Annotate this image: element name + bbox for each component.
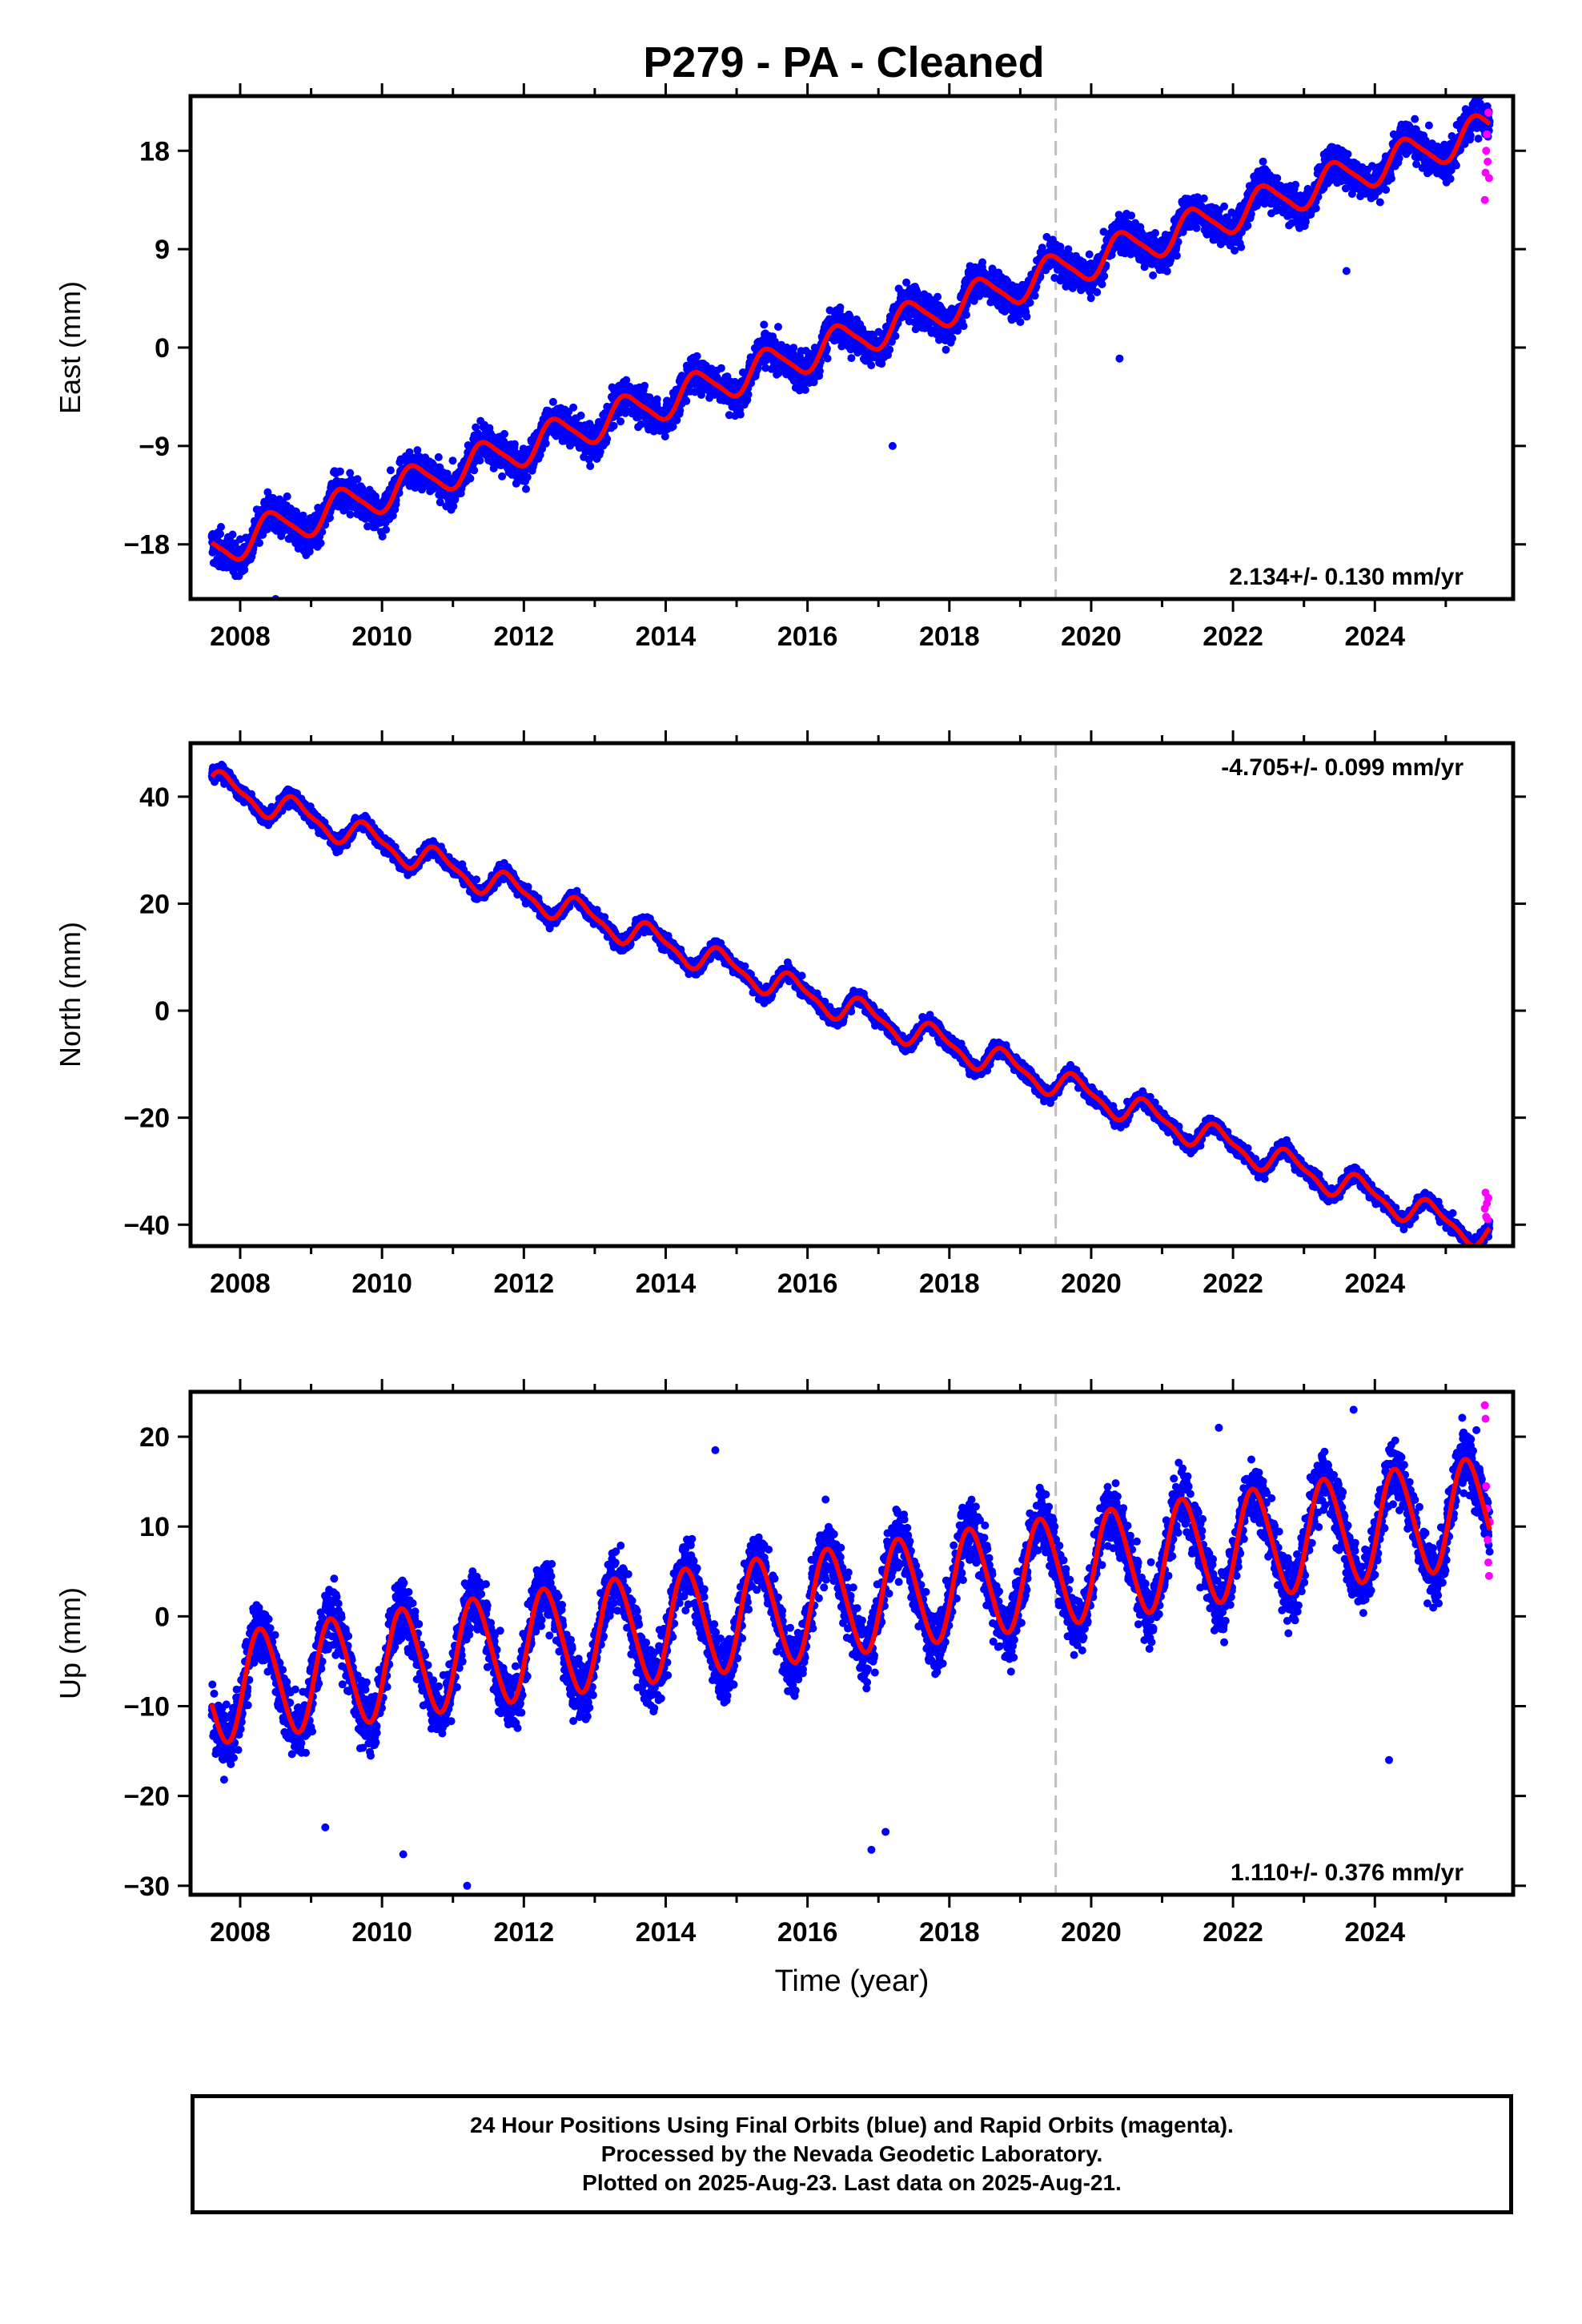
- final-point: [717, 364, 725, 372]
- final-point: [1093, 287, 1102, 296]
- final-point: [1151, 229, 1159, 237]
- final-point: [316, 539, 325, 548]
- final-point: [760, 320, 769, 329]
- final-point: [693, 352, 701, 360]
- final-point: [548, 397, 557, 406]
- final-point: [1237, 243, 1246, 251]
- final-point: [434, 452, 443, 461]
- final-point: [1273, 174, 1282, 183]
- final-point: [1243, 221, 1252, 230]
- final-point: [1086, 294, 1095, 303]
- final-point: [216, 529, 224, 538]
- final-point: [1026, 298, 1034, 307]
- final-point: [536, 451, 544, 460]
- chart-title: P279 - PA - Cleaned: [643, 38, 1044, 86]
- final-point: [335, 467, 344, 476]
- final-point: [1259, 157, 1267, 166]
- final-point: [449, 502, 458, 511]
- final-point: [472, 423, 480, 432]
- final-point: [962, 311, 970, 320]
- final-point: [682, 396, 691, 405]
- final-point: [413, 446, 422, 455]
- plot-area-east: [207, 96, 1494, 599]
- final-point: [885, 345, 894, 354]
- final-point: [346, 510, 355, 519]
- final-point: [1016, 318, 1025, 327]
- final-point: [346, 468, 355, 477]
- final-point: [640, 381, 649, 390]
- final-point: [255, 539, 263, 547]
- final-point: [476, 456, 484, 464]
- final-point: [569, 403, 578, 412]
- final-point: [847, 354, 856, 363]
- final-point: [1172, 251, 1181, 260]
- final-point: [541, 439, 550, 448]
- final-point: [934, 292, 942, 301]
- final-point: [789, 344, 798, 352]
- final-point: [1220, 202, 1229, 211]
- final-point: [1030, 292, 1039, 300]
- final-point: [498, 472, 507, 480]
- final-point: [661, 432, 669, 440]
- final-point: [774, 323, 782, 332]
- final-point: [1192, 223, 1201, 232]
- final-point: [1085, 250, 1094, 259]
- final-point: [378, 532, 387, 541]
- final-point: [959, 322, 968, 331]
- final-point: [736, 410, 745, 419]
- final-point: [1291, 180, 1300, 189]
- final-point: [470, 466, 479, 475]
- final-point: [603, 435, 612, 443]
- final-point: [1098, 280, 1106, 288]
- final-point: [1301, 218, 1310, 226]
- final-point: [891, 332, 900, 340]
- final-point: [1022, 312, 1031, 321]
- final-point: [616, 417, 625, 426]
- final-point: [448, 456, 457, 465]
- final-point: [1199, 194, 1208, 203]
- final-point: [586, 462, 595, 470]
- final-point: [305, 547, 314, 556]
- panels: 2008 2010 2012 2014 2016 2018 2020 2022 2024−18−…: [54, 83, 1526, 1998]
- final-point: [217, 523, 225, 531]
- final-point: [510, 440, 519, 448]
- final-point: [283, 492, 291, 501]
- final-point: [576, 411, 585, 420]
- final-point: [609, 421, 618, 430]
- final-point: [948, 334, 957, 343]
- final-point: [1100, 271, 1109, 280]
- panel-east: 2008 2010 2012 2014 2016 2018 2020 2022 2024−18−…: [54, 83, 1526, 652]
- final-point: [815, 367, 824, 376]
- final-point: [652, 395, 661, 404]
- final-point: [801, 385, 809, 394]
- final-point: [836, 303, 845, 312]
- final-point: [522, 485, 530, 493]
- final-point: [382, 525, 391, 534]
- final-point: [228, 530, 237, 539]
- final-point: [1311, 204, 1320, 213]
- final-point: [867, 361, 876, 370]
- final-point: [436, 498, 444, 507]
- final-point: [263, 524, 271, 533]
- final-point: [466, 474, 475, 483]
- final-point: [823, 354, 832, 363]
- final-point: [388, 511, 397, 520]
- final-point: [386, 466, 395, 475]
- final-point: [363, 522, 372, 531]
- final-point: [1162, 267, 1171, 275]
- final-point: [318, 528, 327, 537]
- final-point: [744, 390, 753, 399]
- final-point: [942, 345, 950, 354]
- final-point: [978, 258, 987, 267]
- final-point: [500, 429, 508, 438]
- time-series-chart: P279 - PA - Cleaned 2008 2010 2012 2014 2016…: [54, 38, 1526, 1998]
- final-point: [353, 475, 362, 484]
- final-point: [523, 472, 532, 481]
- final-point: [1127, 211, 1136, 220]
- final-point: [1149, 271, 1158, 279]
